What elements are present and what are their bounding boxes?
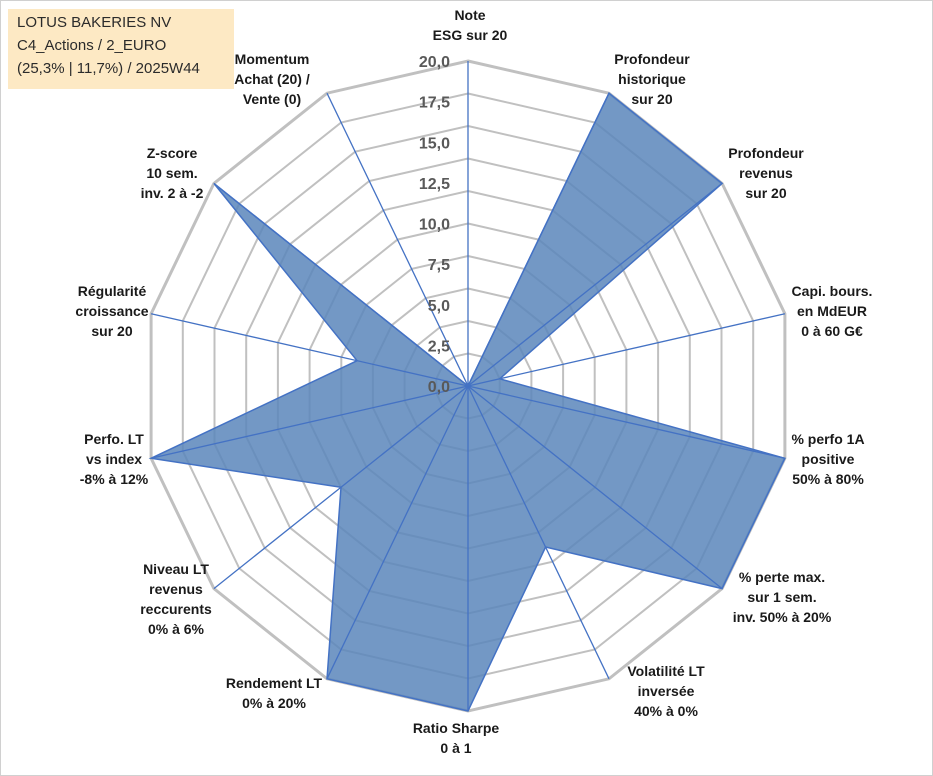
axis-label-line: reccurents	[140, 601, 212, 617]
radar-spokes	[150, 61, 786, 711]
axis-label-line: Profondeur	[728, 145, 804, 161]
axis-label-line: revenus	[149, 581, 203, 597]
axis-label: % perfo 1A positive 50% à 80%	[791, 431, 864, 487]
axis-label: Volatilité LT inversée 40% à 0%	[627, 663, 705, 719]
axis-label-line: vs index	[86, 451, 142, 467]
axis-label: Note ESG sur 20	[433, 7, 508, 43]
axis-label-line: 40% à 0%	[634, 703, 698, 719]
axis-label-line: historique	[618, 71, 686, 87]
axis-label-line: ESG sur 20	[433, 27, 508, 43]
axis-label-line: inv. 50% à 20%	[733, 609, 832, 625]
axis-label-line: Achat (20) /	[234, 71, 310, 87]
axis-label-line: en MdEUR	[797, 303, 867, 319]
axis-spoke	[150, 385, 469, 459]
radial-tick-label: 2,5	[428, 338, 450, 355]
axis-label-line: inv. 2 à -2	[141, 185, 204, 201]
axis-label-line: 10 sem.	[146, 165, 197, 181]
axis-label-line: croissance	[75, 303, 148, 319]
axis-label: % perte max. sur 1 sem. inv. 50% à 20%	[733, 569, 832, 625]
axis-label-line: 50% à 80%	[792, 471, 864, 487]
axis-spoke	[467, 385, 723, 590]
axis-label: Perfo. LT vs index -8% à 12%	[80, 431, 149, 487]
axis-label: Profondeur historique sur 20	[614, 51, 690, 107]
axis-label: Niveau LT revenus reccurents 0% à 6%	[140, 561, 212, 637]
radial-tick-label: 5,0	[428, 298, 450, 315]
axis-labels: Note ESG sur 20 Profondeur historique sur 20…	[75, 7, 872, 756]
axis-label: Capi. bours. en MdEUR 0 à 60 G€	[792, 283, 873, 339]
axis-label-line: Vente (0)	[243, 91, 301, 107]
axis-spoke	[213, 182, 469, 387]
axis-label: Profondeur revenus sur 20	[728, 145, 804, 201]
radial-tick-label: 0,0	[428, 379, 450, 396]
title-category: C4_Actions / 2_EURO	[17, 37, 167, 54]
axis-spoke	[150, 313, 469, 387]
axis-label-line: Momentum	[235, 51, 310, 67]
axis-spoke	[213, 385, 469, 590]
axis-label-line: sur 20	[745, 185, 786, 201]
title-company: LOTUS BAKERIES NV	[17, 14, 172, 31]
axis-label: Rendement LT 0% à 20%	[226, 675, 323, 711]
axis-label-line: 0% à 6%	[148, 621, 205, 637]
radial-tick-label: 7,5	[428, 257, 450, 274]
axis-label-line: Perfo. LT	[84, 431, 144, 447]
radial-tick-labels: 0,0 2,5 5,0 7,5 10,0 12,5 15,0 17,5 20,0	[419, 54, 450, 396]
axis-spoke	[326, 385, 469, 680]
axis-label-line: % perfo 1A	[791, 431, 864, 447]
title-stats: (25,3% | 11,7%) / 2025W44	[17, 60, 200, 77]
axis-label-line: Note	[454, 7, 485, 23]
axis-label-line: Régularité	[78, 283, 147, 299]
radial-tick-label: 12,5	[419, 176, 450, 193]
axis-label-line: Niveau LT	[143, 561, 209, 577]
axis-label-line: positive	[802, 451, 855, 467]
axis-label-line: sur 20	[91, 323, 132, 339]
radial-tick-label: 17,5	[419, 95, 450, 112]
axis-label-line: Profondeur	[614, 51, 690, 67]
axis-spoke	[326, 92, 469, 387]
axis-spoke	[467, 385, 610, 680]
axis-label-line: Ratio Sharpe	[413, 720, 500, 736]
axis-label-line: 0 à 60 G€	[801, 323, 863, 339]
axis-spoke	[467, 313, 786, 387]
axis-label-line: -8% à 12%	[80, 471, 149, 487]
axis-label: Z-score 10 sem. inv. 2 à -2	[141, 145, 204, 201]
axis-spoke	[467, 182, 723, 387]
axis-label: Ratio Sharpe 0 à 1	[413, 720, 500, 756]
axis-label-line: 0 à 1	[440, 740, 471, 756]
axis-label-line: inversée	[638, 683, 695, 699]
axis-label-line: Z-score	[147, 145, 198, 161]
radial-tick-label: 15,0	[419, 135, 450, 152]
axis-label-line: Capi. bours.	[792, 283, 873, 299]
radial-tick-label: 10,0	[419, 217, 450, 234]
axis-label-line: 0% à 20%	[242, 695, 306, 711]
axis-label-line: revenus	[739, 165, 793, 181]
axis-label-line: sur 20	[631, 91, 672, 107]
axis-label: Momentum Achat (20) / Vente (0)	[234, 51, 310, 107]
axis-label-line: % perte max.	[739, 569, 825, 585]
axis-spoke	[467, 385, 786, 459]
axis-spoke	[467, 92, 610, 387]
axis-label-line: Rendement LT	[226, 675, 323, 691]
radial-tick-label: 20,0	[419, 54, 450, 71]
chart-title-box: LOTUS BAKERIES NV C4_Actions / 2_EURO (2…	[8, 9, 234, 89]
axis-label-line: Volatilité LT	[627, 663, 705, 679]
axis-label: Régularité croissance sur 20	[75, 283, 148, 339]
axis-label-line: sur 1 sem.	[747, 589, 816, 605]
